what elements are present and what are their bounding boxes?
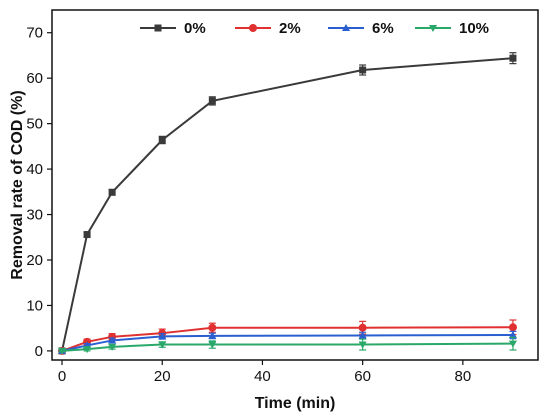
plot-frame xyxy=(51,9,539,361)
data-point xyxy=(208,97,216,105)
data-point xyxy=(358,323,367,332)
data-point xyxy=(83,346,92,354)
x-tick-label: 20 xyxy=(154,368,171,385)
legend-marker xyxy=(154,24,162,32)
x-tick-label: 0 xyxy=(58,368,66,385)
data-point xyxy=(508,323,517,332)
legend-label: 2% xyxy=(279,20,301,37)
legend: 0% 2% 6% 10% xyxy=(140,20,489,37)
data-point xyxy=(158,341,167,349)
data-point xyxy=(358,331,367,339)
x-tick-label: 80 xyxy=(455,368,472,385)
legend-label: 6% xyxy=(372,20,394,37)
legend-label: 0% xyxy=(184,20,206,37)
y-tick-label: 0 xyxy=(35,343,43,360)
data-point xyxy=(108,343,117,351)
y-tick-label: 60 xyxy=(26,70,43,87)
y-axis-title: Removal rate of COD (%) xyxy=(9,90,26,279)
legend-marker xyxy=(249,24,257,32)
y-tick-label: 20 xyxy=(26,252,43,269)
data-point xyxy=(508,340,517,348)
y-tick-label: 10 xyxy=(26,297,43,314)
y-tick-label: 40 xyxy=(26,161,43,178)
data-point xyxy=(208,323,217,332)
y-tick-label: 70 xyxy=(26,25,43,42)
data-point xyxy=(208,341,217,349)
series-line xyxy=(61,57,514,352)
axis-ticks: 0 20 40 60 80 0 10 20 30 40 50 60 70 xyxy=(26,25,471,385)
x-tick-label: 60 xyxy=(354,368,371,385)
series-line xyxy=(61,342,513,352)
data-point xyxy=(83,231,91,239)
series-line xyxy=(61,334,513,352)
data-point xyxy=(158,332,167,340)
x-axis-title: Time (min) xyxy=(255,395,336,412)
legend-marker xyxy=(428,24,438,33)
legend-label: 10% xyxy=(459,20,489,37)
y-tick-label: 50 xyxy=(26,116,43,133)
data-point xyxy=(208,331,217,339)
data-point xyxy=(509,54,517,62)
x-tick-label: 40 xyxy=(254,368,271,385)
data-point xyxy=(358,341,367,349)
data-point xyxy=(108,188,116,196)
data-point xyxy=(158,136,166,144)
series-group xyxy=(57,52,517,355)
data-point xyxy=(57,347,67,355)
data-point xyxy=(359,66,367,74)
legend-marker xyxy=(341,23,351,32)
data-point xyxy=(108,336,117,344)
y-tick-label: 30 xyxy=(26,207,43,224)
data-point xyxy=(508,330,517,339)
